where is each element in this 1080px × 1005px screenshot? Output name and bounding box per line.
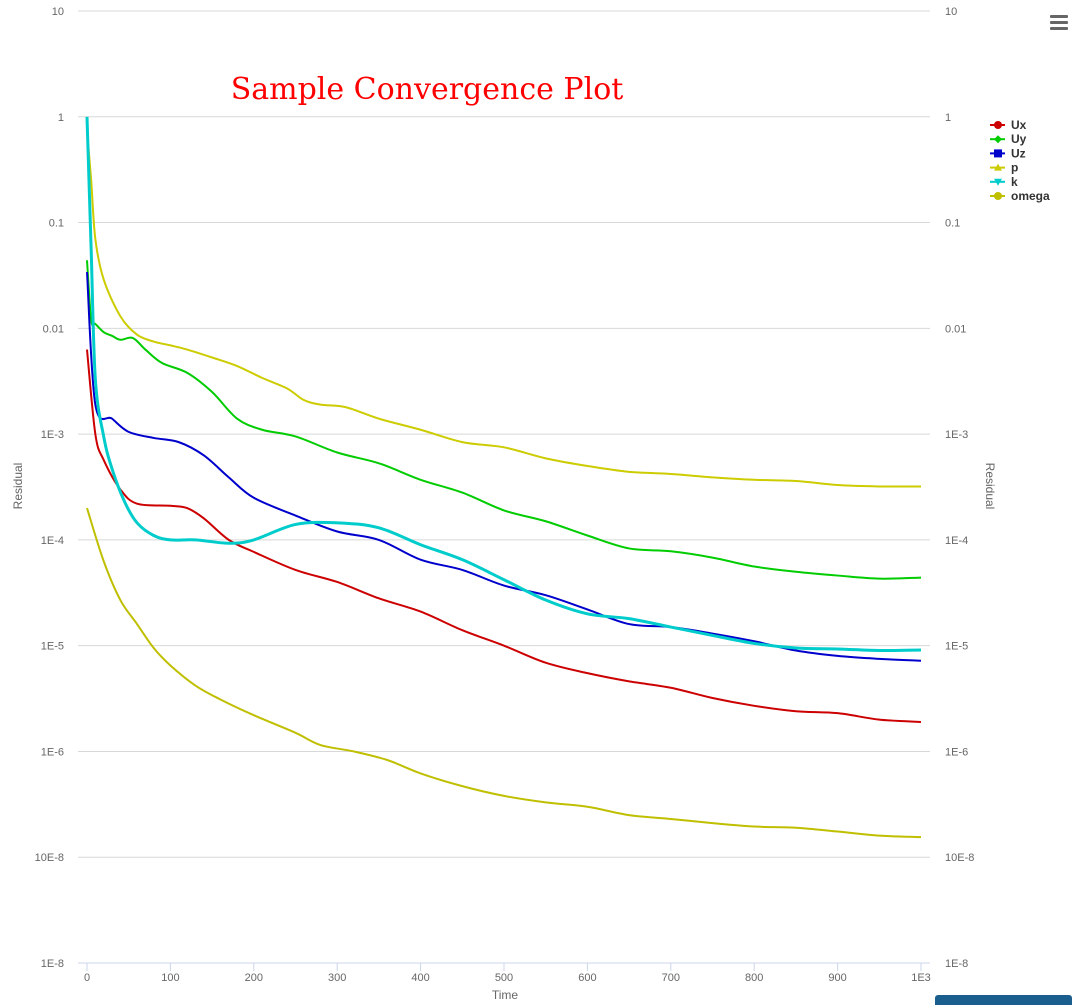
x-tick-label: 1E3: [911, 972, 931, 984]
y2-tick-label: 1E-6: [945, 746, 968, 758]
x-tick-label: 800: [745, 972, 763, 984]
x-tick-label: 400: [411, 972, 429, 984]
legend-item-label[interactable]: Ux: [1011, 118, 1027, 132]
y-axis-left: 10 1 0.1 0.01 1E-3 1E-4 1E-5 1E-6 10E-8 1E-8: [35, 6, 64, 970]
bottom-button[interactable]: [935, 995, 1072, 1005]
y-tick-label: 1E-6: [41, 746, 64, 758]
x-tick-label: 700: [662, 972, 680, 984]
y2-tick-label: 1E-8: [945, 958, 968, 970]
y2-tick-label: 1: [945, 112, 951, 124]
legend-item-label[interactable]: omega: [1011, 189, 1050, 203]
y2-tick-label: 0.01: [945, 323, 966, 335]
chart-title: Sample Convergence Plot: [231, 72, 624, 107]
y2-tick-label: 0.1: [945, 218, 960, 230]
series-line-omega: [86, 507, 922, 839]
legend-item-label[interactable]: k: [1011, 175, 1018, 189]
series-line-Uy: [86, 260, 922, 580]
circle-marker-icon: [994, 192, 1002, 200]
diamond-marker-icon: [994, 135, 1002, 144]
circle-marker-icon: [994, 121, 1002, 129]
y-axis-right: 10 1 0.1 0.01 1E-3 1E-4 1E-5 1E-6 10E-8 1E-8: [945, 6, 974, 970]
y2-tick-label: 1E-4: [945, 535, 968, 547]
legend-item-label[interactable]: Uy: [1011, 132, 1027, 146]
y2-tick-label: 10E-8: [945, 852, 974, 864]
legend-item-label[interactable]: Uz: [1011, 146, 1026, 160]
chart-menu-button[interactable]: [1050, 15, 1068, 31]
x-tick-label: 100: [161, 972, 179, 984]
y-tick-label: 1E-5: [41, 641, 64, 653]
series-lines: [85, 116, 922, 839]
grid-lines: [78, 10, 930, 964]
y-tick-label: 10E-8: [35, 852, 64, 864]
x-tick-label: 300: [328, 972, 346, 984]
series-line-Ux: [86, 349, 922, 723]
x-axis-title: Time: [492, 988, 519, 1002]
y2-tick-label: 1E-3: [945, 429, 968, 441]
x-tick-label: 0: [84, 972, 90, 984]
y-tick-label: 1: [58, 112, 64, 124]
y2-tick-label: 1E-5: [945, 641, 968, 653]
y-axis-title: Residual: [11, 463, 25, 510]
x-axis: 0 100 200 300 400 500 600 700 800 900 1E3: [84, 963, 931, 984]
y-tick-label: 1E-8: [41, 958, 64, 970]
y2-tick-label: 10: [945, 6, 957, 18]
series-line-p: [86, 129, 922, 488]
triangle-marker-icon: [994, 163, 1002, 171]
y-tick-label: 1E-4: [41, 535, 64, 547]
y-tick-label: 1E-3: [41, 429, 64, 441]
legend-item-label[interactable]: p: [1011, 161, 1018, 175]
x-tick-label: 900: [828, 972, 846, 984]
x-tick-label: 500: [495, 972, 513, 984]
x-tick-label: 200: [245, 972, 263, 984]
y-tick-label: 0.1: [49, 218, 64, 230]
triangle-down-marker-icon: [994, 178, 1002, 186]
y-tick-label: 10: [52, 6, 64, 18]
series-line-k: [85, 116, 922, 653]
y2-axis-title: Residual: [983, 463, 997, 510]
y-tick-label: 0.01: [43, 323, 64, 335]
square-marker-icon: [994, 149, 1002, 158]
series-line-Uz: [86, 272, 922, 662]
x-tick-label: 600: [578, 972, 596, 984]
